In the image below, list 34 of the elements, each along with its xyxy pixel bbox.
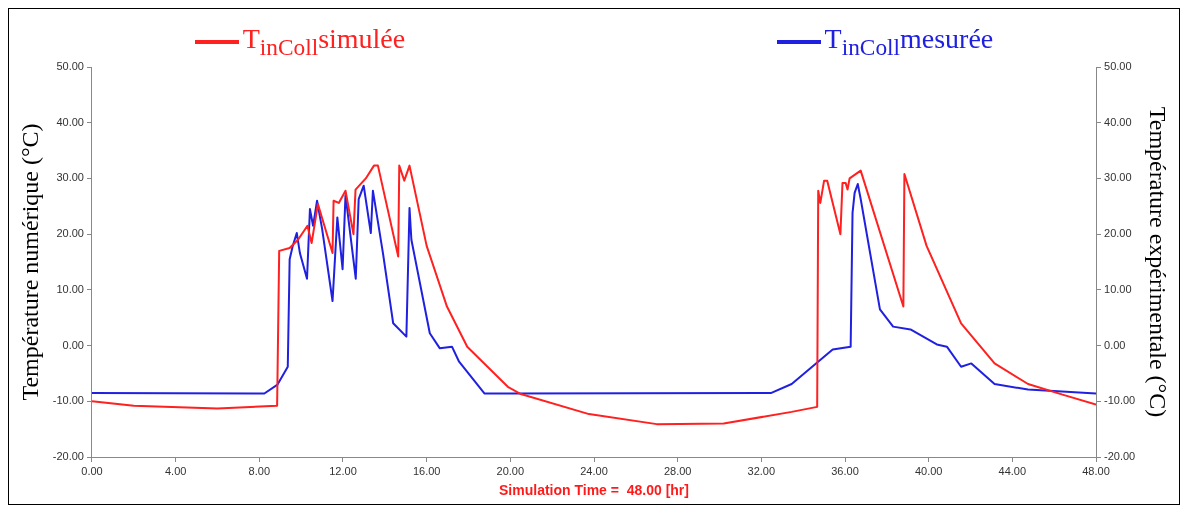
y2-tick-label: 0.00 bbox=[1104, 338, 1126, 351]
y2-tick-label: 40.00 bbox=[1104, 115, 1132, 128]
y-tick-label: 30.00 bbox=[56, 171, 84, 184]
x-tick-label: 32.00 bbox=[747, 464, 776, 477]
y-tick-label: 40.00 bbox=[56, 115, 84, 128]
x-tick-label: 44.00 bbox=[998, 464, 1027, 477]
y-tick-label: 10.00 bbox=[56, 282, 84, 295]
x-tick-label: 40.00 bbox=[914, 464, 943, 477]
x-tick-label: 48.00 bbox=[1082, 464, 1110, 477]
y-tick-label: -20.00 bbox=[52, 450, 84, 463]
x-tick-label: 12.00 bbox=[329, 464, 357, 477]
x-tick-label: 20.00 bbox=[496, 464, 525, 477]
y-axis-title: Température numérique (°C) bbox=[16, 123, 43, 401]
y-tick-label: -10.00 bbox=[52, 394, 84, 407]
y2-tick-label: 50.00 bbox=[1104, 60, 1132, 73]
x-tick-label: 24.00 bbox=[580, 464, 608, 477]
y2-tick-label: 10.00 bbox=[1104, 282, 1132, 295]
y2-tick-label: 20.00 bbox=[1104, 227, 1132, 240]
x-tick-label: 4.00 bbox=[164, 464, 187, 477]
x-tick-label: 0.00 bbox=[81, 464, 103, 477]
y2-tick-label: -10.00 bbox=[1104, 394, 1136, 407]
x-tick-label: 36.00 bbox=[831, 464, 859, 477]
y-tick-label: 20.00 bbox=[56, 227, 84, 240]
x-tick-label: 16.00 bbox=[412, 464, 441, 477]
x-tick-label: 28.00 bbox=[663, 464, 692, 477]
y-tick-label: 0.00 bbox=[62, 338, 84, 351]
legend-label: T$_{inColl}$simulée bbox=[242, 23, 406, 61]
legend-label: T$_{inColl}$mesurée bbox=[824, 23, 994, 61]
x-tick-label: 8.00 bbox=[248, 464, 271, 477]
x-axis-title: Simulation Time = 48.00 [hr] bbox=[499, 482, 689, 499]
y2-axis-title: Température expérimentale (°C) bbox=[1145, 106, 1172, 418]
y-tick-label: 50.00 bbox=[56, 60, 84, 73]
y2-tick-label: -20.00 bbox=[1104, 450, 1136, 463]
y2-tick-label: 30.00 bbox=[1104, 171, 1132, 184]
